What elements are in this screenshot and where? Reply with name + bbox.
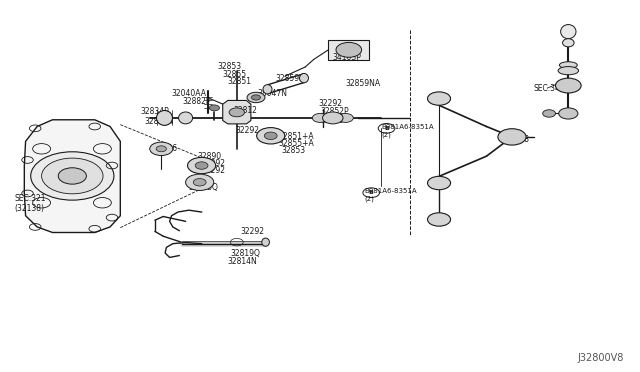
Circle shape: [193, 179, 206, 186]
Polygon shape: [24, 120, 120, 232]
Text: 32853: 32853: [282, 146, 306, 155]
Circle shape: [428, 176, 451, 190]
Text: B081A6-8351A
(2): B081A6-8351A (2): [381, 124, 434, 138]
Ellipse shape: [179, 112, 193, 124]
Text: 32881N: 32881N: [144, 117, 173, 126]
Circle shape: [543, 110, 556, 117]
Text: 32292: 32292: [240, 227, 264, 236]
Text: 32853: 32853: [218, 62, 242, 71]
Text: 32896: 32896: [154, 144, 178, 153]
Text: 32855+A: 32855+A: [278, 139, 314, 148]
Circle shape: [312, 113, 328, 122]
Circle shape: [188, 157, 216, 174]
Text: 32829: 32829: [320, 116, 344, 125]
Polygon shape: [223, 100, 251, 124]
Text: 32868: 32868: [506, 135, 530, 144]
Circle shape: [156, 146, 166, 152]
Circle shape: [42, 158, 103, 194]
Text: 34103P: 34103P: [333, 53, 362, 62]
Circle shape: [58, 168, 86, 184]
Ellipse shape: [300, 74, 308, 83]
Text: 32292: 32292: [236, 126, 260, 135]
Text: 32851: 32851: [228, 77, 252, 86]
Text: 32813Q: 32813Q: [189, 183, 219, 192]
Text: 32292: 32292: [202, 159, 226, 168]
Ellipse shape: [559, 62, 577, 68]
Text: 32852P: 32852P: [320, 107, 349, 116]
Ellipse shape: [561, 25, 576, 39]
Circle shape: [252, 95, 260, 100]
Circle shape: [209, 105, 220, 111]
Circle shape: [498, 129, 526, 145]
Text: 32040AA: 32040AA: [172, 89, 207, 98]
Text: 32882P: 32882P: [182, 97, 211, 106]
Circle shape: [428, 213, 451, 226]
Text: J32800V8: J32800V8: [578, 353, 624, 363]
Text: 32292: 32292: [202, 166, 226, 174]
Text: 32814N: 32814N: [227, 257, 257, 266]
Circle shape: [195, 162, 208, 169]
Ellipse shape: [157, 110, 173, 125]
Circle shape: [264, 132, 277, 140]
Circle shape: [186, 174, 214, 190]
Circle shape: [257, 128, 285, 144]
Text: SEC.321
(32138): SEC.321 (32138): [14, 194, 45, 213]
Text: B: B: [384, 126, 389, 131]
Text: 32819Q: 32819Q: [230, 249, 260, 258]
Circle shape: [31, 152, 114, 200]
Text: 32859N: 32859N: [275, 74, 305, 83]
Text: 32812: 32812: [234, 106, 257, 115]
Text: 32851+A: 32851+A: [278, 132, 314, 141]
Circle shape: [559, 108, 578, 119]
Text: 32834P: 32834P: [141, 107, 170, 116]
Text: SEC.341: SEC.341: [533, 84, 564, 93]
Circle shape: [323, 112, 343, 124]
Circle shape: [428, 92, 451, 105]
Circle shape: [150, 142, 173, 155]
Circle shape: [338, 113, 353, 122]
Text: 38647N: 38647N: [257, 89, 287, 98]
Ellipse shape: [558, 67, 579, 75]
Text: 32292: 32292: [319, 99, 343, 108]
Text: B: B: [369, 190, 374, 195]
Text: 32890: 32890: [197, 152, 221, 161]
Circle shape: [229, 108, 244, 117]
Circle shape: [336, 42, 362, 57]
Circle shape: [556, 78, 581, 93]
Circle shape: [247, 92, 265, 103]
Text: 32855: 32855: [223, 70, 247, 79]
Text: 32859NA: 32859NA: [346, 79, 381, 88]
Polygon shape: [328, 40, 369, 60]
Ellipse shape: [262, 238, 269, 246]
Ellipse shape: [563, 39, 574, 47]
Ellipse shape: [263, 84, 272, 94]
Text: B081A6-8351A
(2): B081A6-8351A (2): [365, 188, 417, 202]
